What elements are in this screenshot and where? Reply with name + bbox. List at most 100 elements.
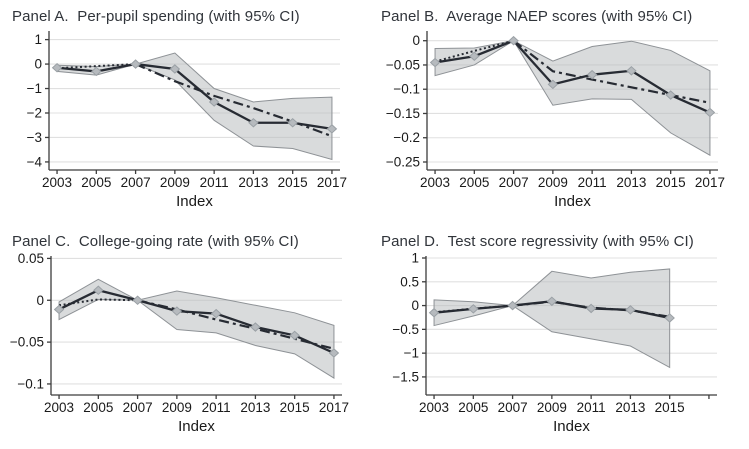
- y-tick-label: −3: [27, 130, 42, 145]
- ci-band: [56, 52, 333, 161]
- x-tick-label: 2003: [419, 400, 449, 415]
- x-tick-label: 2007: [498, 400, 528, 415]
- y-tick-label: −0.5: [392, 322, 419, 337]
- x-tick-label: 2011: [577, 400, 606, 415]
- panel-c: Panel C. College-going rate (with 95% CI…: [0, 225, 375, 449]
- y-tick-label: 0.05: [18, 253, 44, 266]
- y-tick-label: −0.05: [10, 335, 44, 350]
- diamond-marker: [625, 305, 636, 315]
- x-tick-label: 2007: [499, 175, 529, 190]
- linear-pre-trend-line: [58, 298, 138, 307]
- diamond-marker: [248, 118, 259, 128]
- panel-b: Panel B. Average NAEP scores (with 95% C…: [375, 0, 749, 225]
- x-tick-label: 2013: [615, 400, 645, 415]
- x-tick-label: 2009: [537, 400, 567, 415]
- diamond-marker: [508, 35, 519, 46]
- linear-pre-trend-line: [56, 63, 136, 70]
- y-tick-label: 0: [412, 33, 420, 48]
- y-tick-label: 1: [34, 32, 42, 47]
- diamond-marker: [468, 304, 479, 314]
- y-tick-label: 0.5: [400, 274, 419, 289]
- diamond-marker: [53, 304, 65, 315]
- y-tick-label: 0: [411, 298, 419, 313]
- diamond-marker: [210, 308, 222, 319]
- diamond-marker: [546, 296, 558, 307]
- linear-post-trend-line: [137, 299, 335, 350]
- linear-post-trend-line: [512, 39, 711, 104]
- diamond-marker: [428, 307, 440, 318]
- diamond-marker: [130, 59, 141, 69]
- point-estimates-line: [58, 289, 335, 355]
- x-tick-label: 2011: [200, 175, 229, 190]
- x-tick-label: 2013: [240, 400, 270, 415]
- x-tick-label: 2017: [317, 175, 347, 190]
- point-estimates-line: [56, 62, 333, 131]
- linear-post-trend-line: [135, 63, 333, 138]
- x-tick-label: 2015: [655, 400, 685, 415]
- x-tick-label: 2007: [121, 175, 151, 190]
- x-tick-label: 2011: [202, 400, 231, 415]
- ci-band: [433, 268, 671, 369]
- x-tick-label: 2009: [160, 175, 190, 190]
- x-tick-label: 2017: [695, 175, 725, 190]
- x-tick-label: 2003: [44, 400, 74, 415]
- y-tick-label: −0.25: [386, 154, 420, 169]
- x-tick-label: 2007: [123, 400, 153, 415]
- panel-d: Panel D. Test score regressivity (with 9…: [375, 225, 749, 449]
- y-tick-label: 1: [411, 253, 419, 266]
- ci-band: [58, 278, 335, 379]
- y-tick-label: −1: [27, 81, 42, 96]
- diamond-marker: [132, 295, 143, 306]
- y-tick-label: −0.05: [386, 57, 420, 72]
- y-tick-label: −2: [27, 105, 42, 120]
- diamond-marker: [171, 306, 183, 316]
- x-axis-title: Index: [553, 418, 590, 435]
- diamond-marker: [704, 107, 716, 118]
- x-tick-label: 2017: [319, 400, 349, 415]
- diamond-marker: [586, 69, 598, 80]
- panel-d-plot: 1 0.5 0 −0.5 −1 −1.5 2003 2005 2007 2009 2011 2013 2…: [392, 253, 717, 435]
- diamond-marker: [664, 313, 675, 323]
- diamond-marker: [208, 97, 220, 107]
- y-tick-label: 0: [36, 293, 44, 308]
- y-tick-label: −0.2: [393, 130, 420, 145]
- diamond-marker: [665, 90, 676, 100]
- diamond-marker: [547, 79, 559, 90]
- panel-a: Panel A. Per-pupil spending (with 95% CI…: [0, 0, 375, 225]
- y-tick-label: −1.5: [392, 369, 419, 384]
- x-tick-label: 2009: [538, 175, 568, 190]
- x-tick-label: 2003: [42, 175, 72, 190]
- diamond-marker: [429, 57, 441, 68]
- diamond-marker: [250, 322, 261, 332]
- diamond-marker: [91, 66, 102, 77]
- y-tick-label: −0.1: [393, 82, 420, 97]
- diamond-marker: [287, 118, 298, 128]
- y-tick-label: −0.15: [386, 106, 420, 121]
- diamond-marker: [507, 300, 518, 311]
- x-tick-label: 2013: [238, 175, 268, 190]
- x-tick-label: 2005: [459, 175, 489, 190]
- point-estimates-line: [434, 39, 711, 114]
- diamond-marker: [328, 348, 340, 358]
- diamond-marker: [93, 285, 104, 295]
- x-axis-title: Index: [176, 193, 213, 210]
- x-tick-label: 2015: [280, 400, 310, 415]
- y-tick-label: 0: [34, 57, 42, 72]
- diamond-marker: [51, 62, 63, 73]
- x-tick-label: 2005: [458, 400, 488, 415]
- panel-d-title: Panel D. Test score regressivity (with 9…: [381, 233, 694, 250]
- x-tick-label: 2015: [656, 175, 686, 190]
- y-tick-label: −4: [27, 154, 43, 169]
- diamond-marker: [169, 64, 181, 74]
- diamond-marker: [289, 330, 300, 341]
- y-tick-label: −1: [404, 346, 419, 361]
- linear-pre-trend-line: [433, 304, 513, 314]
- x-tick-label: 2015: [278, 175, 308, 190]
- panel-b-title: Panel B. Average NAEP scores (with 95% C…: [381, 8, 693, 25]
- x-axis-title: Index: [178, 418, 215, 435]
- panel-a-plot: 1 0 −1 −2 −3 −4 2003 2005 2007 2009 2011 2013 2015 20…: [27, 31, 347, 210]
